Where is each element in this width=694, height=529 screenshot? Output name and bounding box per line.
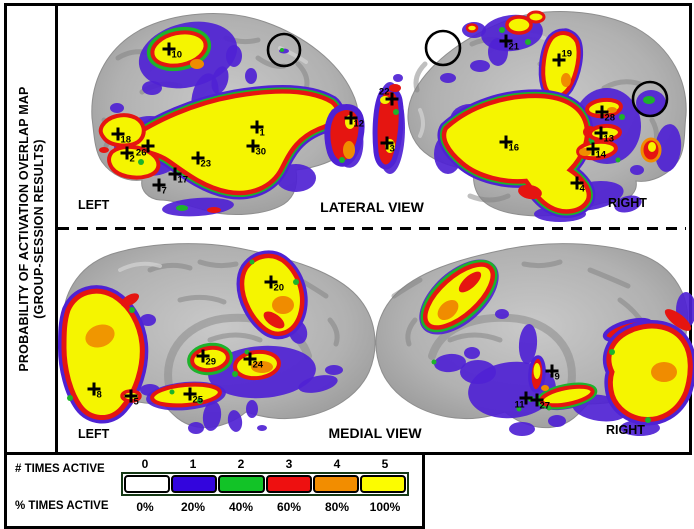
activation-marker-18: 18 <box>111 127 131 145</box>
marker-number: 11 <box>514 399 525 411</box>
marker-number: 9 <box>554 371 560 383</box>
marker-number: 12 <box>353 118 365 130</box>
medial-right-hemisphere-label: RIGHT <box>606 423 645 437</box>
marker-number: 26 <box>135 147 147 159</box>
marker-number: 20 <box>273 282 285 294</box>
medial-view-label: MEDIAL VIEW <box>328 425 422 441</box>
activation-marker-25: 25 <box>183 387 203 405</box>
marker-number: 17 <box>177 174 189 186</box>
lateral-right-hemisphere-label: RIGHT <box>608 196 647 210</box>
legend-color-swatch <box>312 475 359 493</box>
activation-marker-2: 2 <box>120 146 135 164</box>
activation-marker-30: 30 <box>246 139 266 157</box>
marker-number: 29 <box>205 356 217 368</box>
activation-marker-10: 10 <box>162 42 182 60</box>
marker-number: 3 <box>389 143 395 155</box>
legend-percent-value: 40% <box>228 500 254 514</box>
legend-times-active-label: # TIMES ACTIVE <box>15 463 105 475</box>
legend-percent-value: 20% <box>180 500 206 514</box>
marker-number: 4 <box>579 183 585 195</box>
activation-marker-5: 5 <box>124 389 139 407</box>
activation-marker-22: 22 <box>379 87 399 106</box>
activation-marker-19: 19 <box>552 49 572 67</box>
marker-number: 14 <box>595 149 607 161</box>
activation-marker-3: 3 <box>380 136 395 154</box>
activation-marker-29: 29 <box>196 349 216 367</box>
marker-number: 27 <box>539 400 551 412</box>
activation-marker-17: 17 <box>168 167 188 185</box>
activation-marker-23: 23 <box>191 151 211 169</box>
activation-marker-13: 13 <box>594 126 614 144</box>
marker-number: 24 <box>252 359 264 371</box>
marker-number: 22 <box>378 86 390 97</box>
legend-count-value: 3 <box>285 457 293 471</box>
legend-color-swatch <box>124 475 171 493</box>
legend-percent-value: 60% <box>276 500 302 514</box>
marker-number: 19 <box>561 48 573 59</box>
legend-count-value: 4 <box>333 457 341 471</box>
activation-marker-27: 27 <box>530 393 550 411</box>
marker-number: 10 <box>171 49 183 61</box>
marker-number: 2 <box>129 153 135 165</box>
marker-number: 8 <box>96 389 102 401</box>
legend-count-value: 0 <box>141 457 149 471</box>
activation-marker-28: 28 <box>595 105 615 123</box>
color-legend-box: # TIMES ACTIVE % TIMES ACTIVE 0 1 2 3 4 5 0% 2… <box>4 452 425 529</box>
activation-marker-24: 24 <box>243 352 263 370</box>
legend-scale: 0 1 2 3 4 5 0% 20% 40% 60% 80% 100% <box>121 457 409 514</box>
figure-title-line1: PROBABILITY OF ACTIVATION OVERLAP MAP <box>16 86 31 372</box>
activation-marker-21: 21 <box>499 34 519 52</box>
activation-marker-14: 14 <box>586 142 606 160</box>
figure-title-box: PROBABILITY OF ACTIVATION OVERLAP MAP (G… <box>4 3 59 455</box>
activation-marker-20: 20 <box>264 275 284 293</box>
panel-divider-dashed-line <box>58 227 686 230</box>
marker-number: 7 <box>161 185 167 197</box>
legend-color-bar <box>121 472 409 496</box>
activation-marker-26: 26 <box>136 139 155 158</box>
activation-marker-7: 7 <box>152 178 167 196</box>
legend-color-swatch <box>359 475 407 493</box>
marker-number: 21 <box>508 41 520 53</box>
activation-marker-4: 4 <box>570 176 585 194</box>
legend-count-value: 1 <box>189 457 197 471</box>
marker-number: 13 <box>603 133 615 145</box>
legend-percents-row: 0% 20% 40% 60% 80% 100% <box>121 500 409 514</box>
marker-number: 18 <box>120 134 132 146</box>
figure-title: PROBABILITY OF ACTIVATION OVERLAP MAP (G… <box>17 9 47 449</box>
marker-number: 25 <box>192 394 204 406</box>
legend-counts-row: 0 1 2 3 4 5 <box>121 457 409 471</box>
figure-title-line2: (GROUP-SESSION RESULTS) <box>31 139 46 319</box>
legend-color-swatch <box>218 475 265 493</box>
marker-number: 1 <box>259 127 265 139</box>
legend-color-swatch <box>171 475 218 493</box>
marker-number: 16 <box>508 142 520 154</box>
activation-marker-8: 8 <box>87 382 102 400</box>
legend-percent-value: 100% <box>369 500 401 514</box>
legend-color-swatch <box>265 475 312 493</box>
marker-number: 28 <box>604 112 616 124</box>
marker-number: 5 <box>133 396 139 408</box>
activation-marker-12: 12 <box>344 111 364 129</box>
activation-marker-16: 16 <box>499 135 519 153</box>
legend-percent-value: 80% <box>324 500 350 514</box>
marker-number: 30 <box>255 146 267 158</box>
lateral-view-label: LATERAL VIEW <box>320 199 424 215</box>
activation-marker-9: 9 <box>545 364 560 382</box>
marker-number: 23 <box>200 158 212 170</box>
legend-count-value: 5 <box>381 457 389 471</box>
legend-count-value: 2 <box>237 457 245 471</box>
legend-percent-value: 0% <box>136 500 154 514</box>
legend-percent-active-label: % TIMES ACTIVE <box>15 500 109 512</box>
medial-left-hemisphere-label: LEFT <box>78 427 110 441</box>
activation-marker-1: 1 <box>250 120 265 138</box>
lateral-left-hemisphere-label: LEFT <box>78 198 110 212</box>
